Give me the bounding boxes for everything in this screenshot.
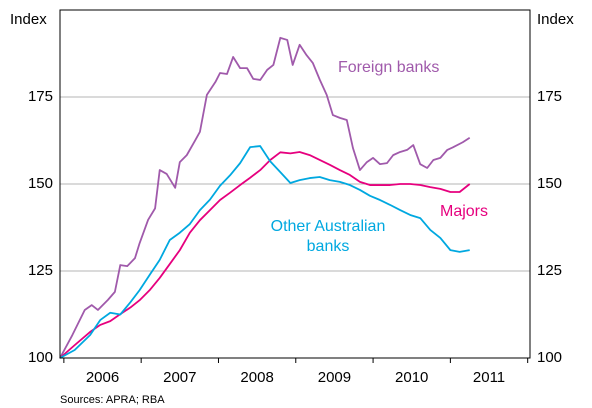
y2-axis-label: Index [537, 11, 574, 28]
y2-tick-label: 150 [537, 175, 562, 192]
annotation: banks [307, 238, 350, 255]
x-tick-label: 2011 [473, 369, 505, 386]
annotation: Other Australian [271, 218, 386, 235]
y-tick-label: 100 [28, 349, 53, 366]
y2-tick-label: 100 [537, 349, 562, 366]
annotation: Foreign banks [338, 59, 439, 76]
annotation: Majors [440, 203, 488, 220]
x-tick-label: 2008 [240, 369, 273, 386]
y2-tick-label: 125 [537, 262, 562, 279]
y-tick-label: 125 [28, 262, 53, 279]
series-line [59, 151, 471, 359]
x-tick-label: 2009 [318, 369, 351, 386]
y-axis-label: Index [10, 11, 47, 28]
plot-frame [59, 9, 531, 359]
y2-tick-label: 175 [537, 88, 562, 105]
x-tick-label: 2010 [395, 369, 428, 386]
x-tick-label: 2007 [163, 369, 196, 386]
x-tick-label: 2006 [86, 369, 119, 386]
y-tick-label: 150 [28, 175, 53, 192]
series-line [59, 36, 471, 359]
series-line [59, 145, 470, 359]
source: Sources: APRA; RBA [60, 394, 165, 406]
y-tick-label: 175 [28, 88, 53, 105]
